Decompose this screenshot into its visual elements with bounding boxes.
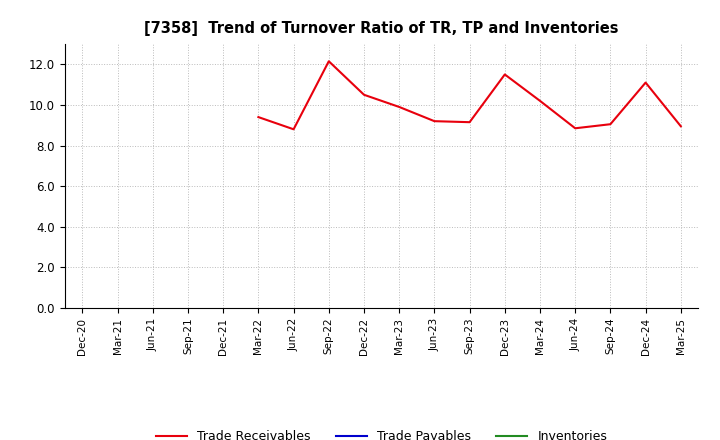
- Trade Receivables: [677, 124, 685, 129]
- Legend: Trade Receivables, Trade Payables, Inventories: Trade Receivables, Trade Payables, Inven…: [151, 425, 612, 440]
- Trade Receivables: [642, 80, 650, 85]
- Trade Receivables: [536, 98, 544, 103]
- Trade Receivables: [289, 127, 298, 132]
- Trade Receivables: [465, 120, 474, 125]
- Trade Receivables: [325, 59, 333, 64]
- Line: Trade Receivables: Trade Receivables: [258, 61, 681, 129]
- Trade Receivables: [360, 92, 369, 97]
- Trade Receivables: [606, 121, 615, 127]
- Trade Receivables: [395, 104, 403, 110]
- Title: [7358]  Trend of Turnover Ratio of TR, TP and Inventories: [7358] Trend of Turnover Ratio of TR, TP…: [144, 21, 619, 36]
- Trade Receivables: [500, 72, 509, 77]
- Trade Receivables: [430, 118, 438, 124]
- Trade Receivables: [254, 114, 263, 120]
- Trade Receivables: [571, 126, 580, 131]
